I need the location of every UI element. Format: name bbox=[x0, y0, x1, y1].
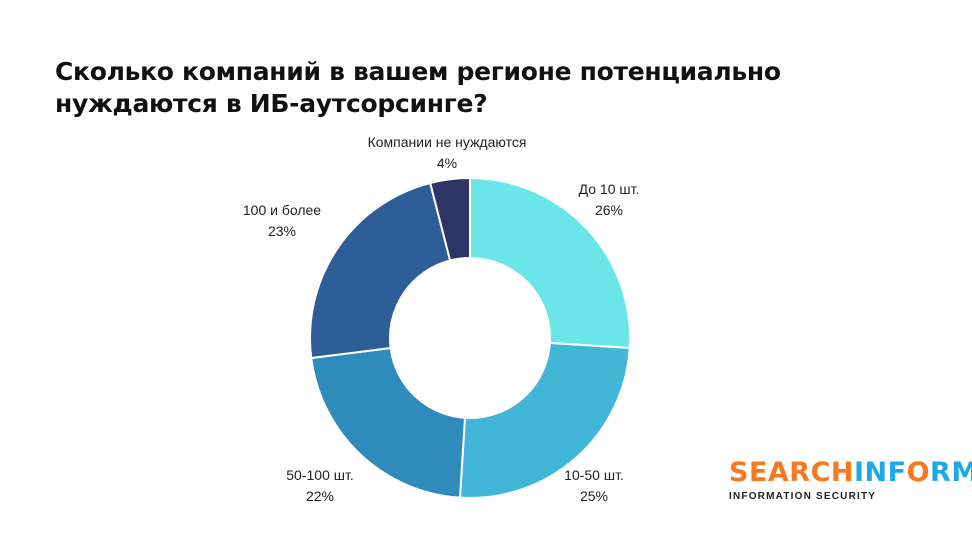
donut-slice bbox=[310, 346, 467, 499]
slice-label: 10-50 шт. 25% bbox=[564, 465, 624, 507]
chart-title: Сколько компаний в вашем регионе потенци… bbox=[55, 57, 781, 118]
slice-label: 50-100 шт. 22% bbox=[286, 465, 353, 507]
value-label: 25% bbox=[579, 488, 609, 504]
category-label: До 10 шт. bbox=[578, 181, 640, 197]
donut-slice bbox=[458, 341, 631, 499]
value-label: 22% bbox=[305, 488, 335, 504]
value-label: 23% bbox=[267, 223, 297, 239]
value-label: 26% bbox=[594, 202, 624, 218]
slice-label: 100 и более 23% bbox=[243, 200, 321, 242]
slice-label: Компании не нуждаются 4% bbox=[368, 132, 527, 174]
donut-slice bbox=[469, 176, 631, 350]
category-label: 100 и более bbox=[242, 202, 322, 218]
donut-slice bbox=[428, 176, 471, 262]
value-label: 4% bbox=[436, 155, 458, 171]
slice-label: До 10 шт. 26% bbox=[579, 179, 640, 221]
category-label: 10-50 шт. bbox=[564, 467, 624, 483]
category-label: 50-100 шт. bbox=[286, 467, 354, 483]
donut-slice bbox=[309, 181, 452, 360]
searchinform-logo: SEARCHINFORM INFORMATION SECURITY bbox=[729, 457, 972, 503]
category-label: Компании не нуждаются bbox=[367, 134, 527, 150]
